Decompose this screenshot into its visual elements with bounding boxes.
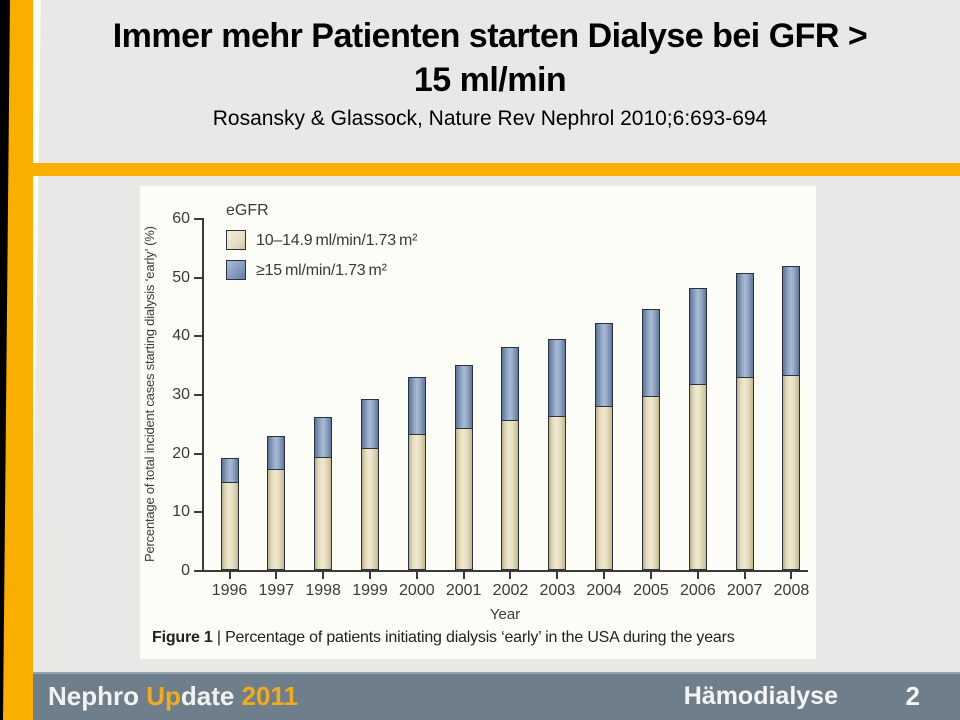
figure-panel: Percentage of total incident cases start… <box>140 186 816 659</box>
x-tick-label: 1997 <box>258 582 295 599</box>
x-tick-mark <box>649 572 652 579</box>
x-tick-label: 2007 <box>726 582 763 599</box>
x-tick-label: 2005 <box>633 582 669 599</box>
brand-part-year: 2011 <box>241 681 298 711</box>
y-tick-label: 30 <box>172 386 190 403</box>
y-tick-mark <box>194 335 202 338</box>
bar-segment-tan-2006 <box>688 384 707 570</box>
bar-segment-blue-2002 <box>501 346 520 421</box>
y-tick-label: 50 <box>172 268 190 286</box>
x-tick-label: 2002 <box>492 582 529 599</box>
x-tick-label: 1999 <box>352 582 388 599</box>
bar-segment-tan-1999 <box>360 447 379 570</box>
footer-section-label: Hämodialyse <box>683 682 838 710</box>
slide-title-line1: Immer mehr Patienten starten Dialyse bei… <box>112 17 868 55</box>
footer-bar: Nephro Update 2011 Hämodialyse 2 <box>0 672 960 720</box>
bar-segment-blue-2006 <box>688 288 707 386</box>
x-tick-mark <box>415 572 418 579</box>
footer-brand: Nephro Update 2011 <box>48 674 298 718</box>
x-tick-label: 1998 <box>305 582 341 599</box>
x-tick-mark <box>322 572 325 579</box>
bar-segment-tan-2007 <box>735 376 754 570</box>
x-tick-mark <box>603 572 606 579</box>
bar-segment-tan-1996 <box>220 482 239 570</box>
y-tick-mark <box>194 276 202 279</box>
legend-label-tan: 10–14.9 ml/min/1.73 m² <box>256 232 418 249</box>
stacked-bar-chart: Percentage of total incident cases start… <box>140 186 816 659</box>
figure-caption-text: | Percentage of patients initiating dial… <box>212 629 735 646</box>
x-tick-mark <box>556 572 559 579</box>
bar-segment-blue-2000 <box>407 376 426 435</box>
x-axis-line <box>202 570 808 572</box>
bar-segment-blue-2003 <box>548 338 567 417</box>
bar-segment-tan-2002 <box>501 419 520 570</box>
x-tick-label: 2003 <box>539 582 576 599</box>
bar-segment-tan-2005 <box>641 396 660 570</box>
bar-segment-blue-1998 <box>314 417 333 458</box>
x-tick-mark <box>743 572 746 579</box>
x-tick-mark <box>368 572 371 579</box>
left-edge-accent <box>0 0 10 720</box>
figure-caption: Figure 1 | Percentage of patients initia… <box>152 629 802 647</box>
bar-segment-tan-2000 <box>407 433 426 570</box>
legend-swatch-blue <box>226 260 246 280</box>
bar-segment-blue-1999 <box>360 398 379 449</box>
x-tick-mark <box>228 572 231 579</box>
x-tick-mark <box>509 572 512 579</box>
bar-segment-blue-2004 <box>595 322 614 407</box>
x-tick-label: 1996 <box>211 582 248 599</box>
y-tick-label: 40 <box>172 327 190 345</box>
bar-segment-blue-2008 <box>782 265 801 376</box>
legend-title: eGFR <box>226 202 269 219</box>
x-axis-label: Year <box>489 606 521 623</box>
bar-segment-blue-2001 <box>454 365 473 430</box>
figure-caption-label: Figure 1 <box>152 629 213 646</box>
y-tick-mark <box>194 511 202 514</box>
bar-segment-blue-1997 <box>267 436 286 471</box>
legend-swatch-tan <box>226 230 246 250</box>
y-tick-mark <box>194 394 202 396</box>
y-tick-label: 60 <box>172 210 190 227</box>
x-tick-label: 2008 <box>773 582 810 599</box>
y-tick-mark <box>194 218 202 220</box>
brand-part-up: Up <box>146 681 181 711</box>
bar-segment-tan-2001 <box>454 428 473 570</box>
bar-segment-tan-1997 <box>267 469 286 570</box>
bar-segment-tan-2008 <box>782 374 801 570</box>
header-divider <box>30 163 960 176</box>
bar-segment-blue-1996 <box>220 457 239 483</box>
x-tick-mark <box>275 572 278 579</box>
y-tick-mark <box>194 570 202 572</box>
x-tick-mark <box>462 572 465 579</box>
footer-page-number: 2 <box>905 681 920 711</box>
bar-segment-tan-2004 <box>595 405 614 570</box>
x-tick-mark <box>696 572 699 579</box>
y-tick-label: 20 <box>172 444 190 462</box>
slide-title-line2: 15 ml/min <box>413 61 567 99</box>
x-tick-mark <box>790 572 793 579</box>
x-tick-label: 2004 <box>586 582 622 599</box>
x-tick-label: 2000 <box>399 582 435 599</box>
slide-header: Immer mehr Patienten starten Dialyse bei… <box>50 14 930 132</box>
slide-subtitle: Rosansky & Glassock, Nature Rev Nephrol … <box>212 107 768 130</box>
y-axis-line <box>202 218 204 570</box>
bar-segment-tan-2003 <box>548 415 567 570</box>
y-tick-label: 10 <box>172 503 190 521</box>
y-tick-mark <box>194 452 202 455</box>
x-tick-label: 2001 <box>445 582 482 599</box>
legend-label-blue: ≥15 ml/min/1.73 m² <box>256 262 387 279</box>
bar-segment-blue-2007 <box>735 272 754 378</box>
brand-part-nephro: Nephro <box>48 681 147 711</box>
x-tick-label: 2006 <box>680 582 716 599</box>
bar-segment-tan-1998 <box>314 456 333 570</box>
y-tick-label: 0 <box>181 562 190 579</box>
brand-part-date: date <box>180 681 242 711</box>
bar-segment-blue-2005 <box>641 309 660 398</box>
